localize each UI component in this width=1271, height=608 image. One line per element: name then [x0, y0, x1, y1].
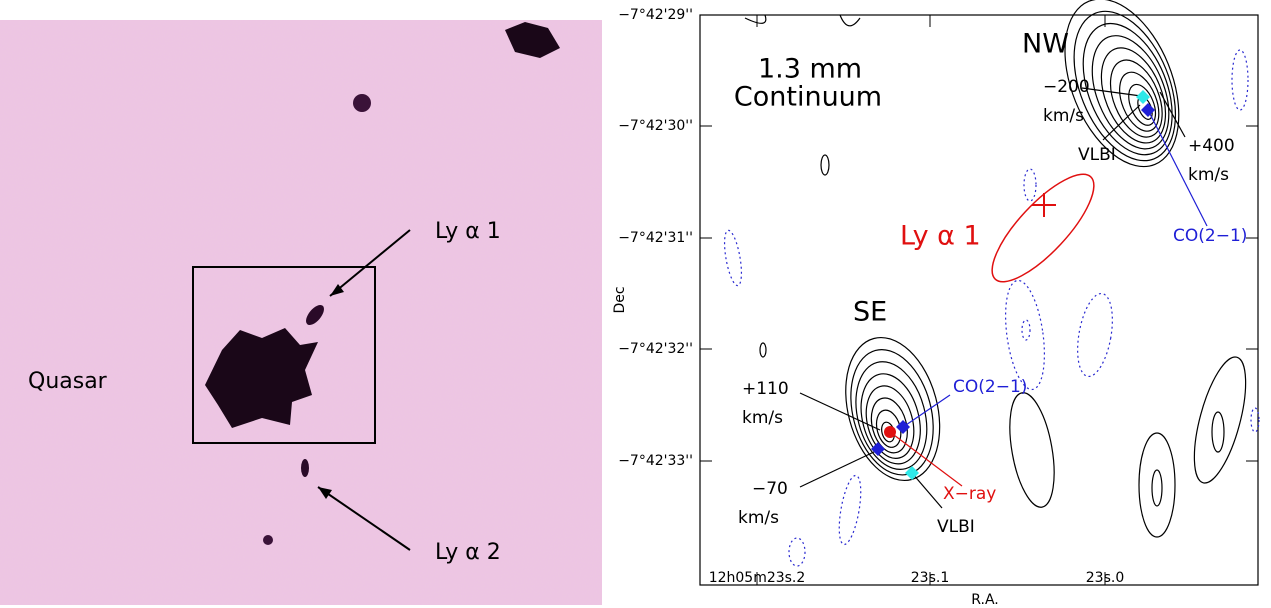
y-tick-label: −7°42'32'': [618, 341, 693, 357]
right-panel: 1.3 mm Continuum Dec R.A.: [612, 0, 1259, 608]
title: 1.3 mm: [758, 54, 862, 85]
annotation: X−ray: [943, 484, 996, 504]
annotation: −70: [752, 479, 788, 499]
region-label: SE: [853, 297, 887, 328]
annotation: km/s: [1188, 165, 1229, 185]
y-tick-label: −7°42'30'': [618, 118, 693, 134]
image-noise: [0, 20, 602, 605]
annotation: km/s: [738, 508, 779, 528]
annotation: +400: [1188, 136, 1235, 156]
source-blob: [353, 94, 371, 112]
annotation: CO(2−1): [1173, 226, 1247, 246]
x-axis-label: R.A.: [971, 592, 998, 608]
annotation: km/s: [1043, 106, 1084, 126]
annotation: Ly α 1: [900, 221, 981, 252]
figure: Quasar Ly α 1 Ly α 2 1.3 mm Continuum De…: [0, 0, 1271, 608]
label: Ly α 1: [435, 219, 501, 244]
annotation: VLBI: [1078, 145, 1116, 165]
source-blob: [263, 535, 273, 545]
annotation: VLBI: [937, 517, 975, 537]
annotation: +110: [742, 379, 789, 399]
y-axis-label: Dec: [612, 286, 628, 313]
annotation: km/s: [742, 408, 783, 428]
annotation: −200: [1043, 77, 1090, 97]
page: Quasar and Lyα emitters body { margin: 0…: [0, 0, 1271, 608]
y-tick-label: −7°42'29'': [618, 7, 693, 23]
title: Continuum: [734, 82, 882, 113]
label: Ly α 2: [435, 540, 501, 565]
y-tick-label: −7°42'33'': [618, 453, 693, 469]
region-label: NW: [1022, 29, 1069, 60]
lya2-blob: [301, 459, 309, 477]
left-panel: Quasar Ly α 1 Ly α 2: [0, 20, 602, 605]
annotation: CO(2−1): [953, 377, 1027, 397]
body: {"left_panel": {"quasar": "Quasar", "lya…: [0, 0, 1271, 608]
label: Quasar: [28, 369, 108, 394]
y-tick-label: −7°42'31'': [618, 230, 693, 246]
